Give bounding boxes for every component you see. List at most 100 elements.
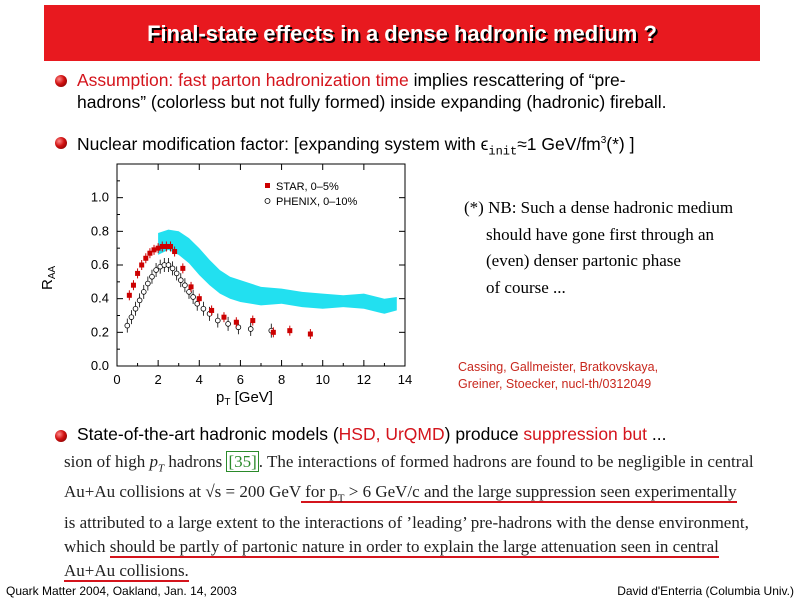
phenix-point — [132, 305, 139, 312]
phenix-point — [124, 322, 131, 329]
legend-phenix-marker — [264, 198, 271, 204]
star-point — [147, 250, 153, 256]
bullet-icon — [55, 137, 67, 149]
footer-conference: Quark Matter 2004, Oakland, Jan. 14, 200… — [6, 584, 237, 598]
x-tick-label: 14 — [398, 372, 412, 387]
y-tick-label: 0.0 — [91, 358, 109, 373]
paper-excerpt: sion of high pT hadrons [35]. The intera… — [64, 450, 774, 583]
star-point — [196, 296, 202, 302]
note-line-3: (even) denser partonic phase — [486, 251, 681, 270]
phenix-point — [140, 289, 147, 295]
x-tick-label: 2 — [155, 372, 162, 387]
y-tick-label: 0.8 — [91, 223, 109, 238]
x-tick-label: 8 — [278, 372, 285, 387]
raa-chart: 0 2 4 6 8 10 12 14 0.0 0.2 0.4 0.6 0.8 1.0 STAR, 0–5%… — [39, 163, 412, 408]
phenix-point — [225, 321, 231, 327]
y-tick-label: 0.6 — [91, 257, 109, 272]
footer-author: David d'Enterria (Columbia Univ.) — [617, 584, 794, 598]
star-point — [287, 328, 293, 334]
reference-citation: Cassing, Gallmeister, Bratkovskaya, Grei… — [458, 359, 658, 393]
x-tick-label: 4 — [196, 372, 203, 387]
legend-phenix-label: PHENIX, 0–10% — [276, 196, 358, 208]
star-point — [180, 265, 186, 271]
y-axis-label: RAA — [39, 265, 58, 290]
star-point — [233, 319, 239, 325]
x-tick-label: 0 — [113, 372, 120, 387]
phenix-point — [186, 289, 192, 295]
excerpt-line-5: Au+Au collisions. — [64, 560, 189, 582]
epsilon-symbol: ϵ — [480, 133, 489, 154]
phenix-point — [182, 282, 188, 288]
bullet2-approx: ≈1 GeV/fm — [517, 133, 601, 154]
slide-title: Final-state effects in a dense hadronic … — [147, 21, 657, 46]
star-point — [188, 284, 194, 290]
phenix-point — [165, 262, 172, 268]
star-point — [126, 292, 132, 298]
phenix-point — [215, 317, 221, 324]
excerpt-line-2: Au+Au collisions at √s = 200 GeV for pT … — [64, 482, 737, 505]
phenix-point — [149, 273, 155, 280]
star-point — [135, 270, 141, 276]
bullet3-text: State-of-the-art hadronic models (HSD, U… — [77, 423, 666, 445]
star-point — [143, 255, 149, 261]
bullet3-post: ... — [646, 424, 667, 444]
phenix-point — [145, 280, 151, 287]
phenix-point — [200, 305, 207, 312]
star-point — [130, 282, 136, 288]
y-tick-label: 0.2 — [91, 324, 109, 339]
star-point — [155, 245, 161, 251]
x-tick-label: 6 — [237, 372, 244, 387]
star-point — [250, 318, 256, 324]
excerpt-line-4: which should be partly of partonic natur… — [64, 536, 719, 558]
phenix-point — [173, 270, 180, 277]
phenix-point — [194, 300, 201, 307]
phenix-point — [128, 314, 135, 320]
star-point — [151, 247, 157, 253]
bullet3-pre: State-of-the-art hadronic models ( — [77, 424, 339, 444]
bullet-icon — [55, 430, 67, 442]
bullet1-line2: hadrons” (colorless but not fully formed… — [77, 92, 667, 112]
bullet1-red-text: Assumption: fast parton hadronization ti… — [77, 70, 409, 90]
bullet1-line1-text: implies rescattering of “pre- — [408, 70, 626, 90]
phenix-point — [235, 324, 242, 331]
x-tick-label: 10 — [315, 372, 329, 387]
bullet3-mid: ) produce — [444, 424, 524, 444]
star-point — [270, 329, 276, 335]
legend-star-label: STAR, 0–5% — [276, 181, 339, 193]
x-tick-label: 12 — [357, 372, 371, 387]
bullet3-models: HSD, UrQMD — [338, 424, 445, 444]
star-point — [163, 243, 169, 249]
citation-link[interactable]: [35] — [226, 451, 259, 472]
phenix-point — [247, 326, 254, 332]
title-bar: Final-state effects in a dense hadronic … — [44, 5, 760, 61]
epsilon-subscript: init — [488, 144, 518, 159]
bullet1-text: Assumption: fast parton hadronization ti… — [77, 69, 666, 113]
phenix-point — [177, 277, 184, 283]
note-line-1: (*) NB: Such a dense hadronic medium — [464, 198, 734, 217]
star-point — [139, 262, 145, 268]
bullet2-sup: 3 — [600, 135, 607, 146]
excerpt-line-1: sion of high pT hadrons [35]. The intera… — [64, 451, 754, 475]
bullet2-prefix: Nuclear modification factor: [expanding … — [77, 133, 481, 154]
hsd-band — [158, 229, 397, 314]
bullet2-suffix: (*) ] — [606, 133, 635, 154]
star-point — [167, 243, 173, 249]
phenix-point — [136, 297, 143, 304]
note-line-4: of course ... — [486, 277, 566, 297]
nb-note: (*) NB: Such a dense hadronic medium sho… — [464, 195, 733, 301]
bullet3-suppression: suppression but — [523, 424, 647, 444]
legend-star-marker — [265, 183, 270, 188]
phenix-point — [190, 294, 196, 300]
star-point — [159, 243, 165, 249]
note-line-2: should have gone first through an — [486, 224, 715, 244]
reference-line-2: Greiner, Stoecker, nucl-th/0312049 — [458, 377, 652, 391]
bullet2-text: Nuclear modification factor: [expanding … — [77, 130, 635, 162]
star-point — [172, 249, 178, 255]
star-point — [307, 331, 313, 337]
y-tick-label: 0.4 — [91, 291, 109, 306]
y-tick-label: 1.0 — [91, 190, 109, 205]
star-point — [209, 307, 215, 313]
x-axis-label: pT [GeV] — [216, 389, 273, 408]
excerpt-line-3: is attributed to a large extent to the i… — [64, 512, 749, 532]
phenix-point — [169, 265, 176, 272]
